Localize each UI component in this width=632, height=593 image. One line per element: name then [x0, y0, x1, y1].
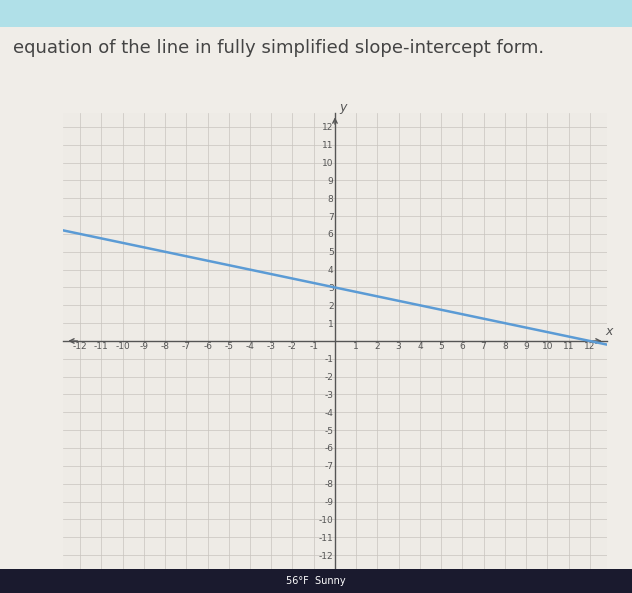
Text: 56°F  Sunny: 56°F Sunny [286, 576, 346, 586]
Text: equation of the line in fully simplified slope-intercept form.: equation of the line in fully simplified… [13, 39, 544, 56]
Text: y: y [339, 101, 346, 114]
Text: x: x [605, 326, 613, 338]
